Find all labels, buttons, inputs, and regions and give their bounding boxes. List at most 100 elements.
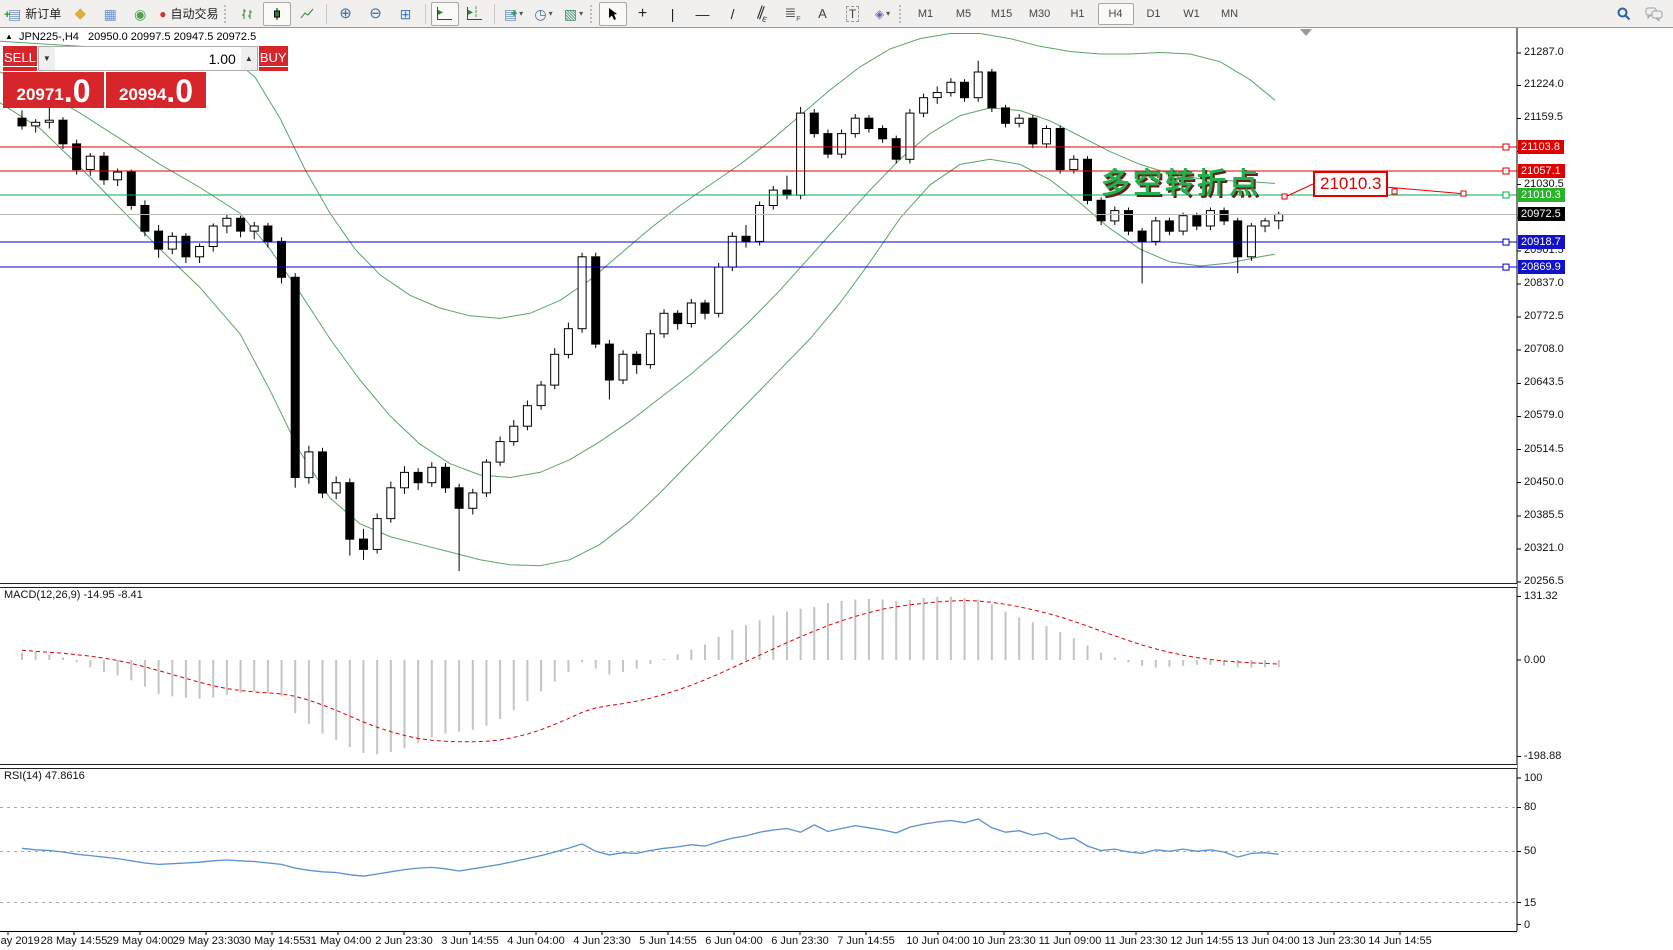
chart-shift-icon: ▸┆ bbox=[467, 7, 483, 20]
rsi-tick: 0 bbox=[1524, 919, 1531, 931]
timeframe-m30-button[interactable]: M30 bbox=[1028, 7, 1051, 20]
chart-shift-button[interactable]: ▸┆ bbox=[461, 2, 489, 26]
time-tick: 10 Jun 04:00 bbox=[906, 935, 970, 947]
time-tick: 12 Jun 14:55 bbox=[1170, 935, 1234, 947]
label-tool-icon: T bbox=[845, 5, 860, 22]
time-tick: 2 Jun 23:30 bbox=[375, 935, 433, 947]
cursor-icon bbox=[608, 7, 617, 20]
new-order-icon: ▤ + bbox=[4, 5, 22, 22]
price-tick: 20579.0 bbox=[1524, 409, 1564, 421]
new-order-label: 新订单 bbox=[25, 7, 62, 21]
price-macd-separator[interactable] bbox=[0, 583, 1517, 588]
annotation-text[interactable]: 多空转折点 bbox=[1101, 168, 1262, 200]
horizontal-line-tool-button[interactable]: — bbox=[689, 2, 717, 26]
diamond-icon: ◆ bbox=[74, 5, 87, 22]
bar-chart-button[interactable] bbox=[233, 2, 261, 26]
timeframe-h4-button[interactable]: H4 bbox=[1097, 2, 1134, 25]
timeframe-h1-button[interactable]: H1 bbox=[1070, 7, 1085, 20]
time-tick: 5 Jun 14:55 bbox=[639, 935, 697, 947]
symbol-info: ▲ JPN225-,H4 20950.0 20997.5 20947.5 209… bbox=[5, 31, 256, 43]
price-level-label: 21057.1 bbox=[1518, 164, 1565, 178]
price-level-label: 20869.9 bbox=[1518, 260, 1565, 274]
price-tick: 20708.0 bbox=[1524, 343, 1564, 355]
buy-price-display[interactable]: 20994 .0 bbox=[106, 72, 206, 108]
timeframe-d1-button[interactable]: D1 bbox=[1146, 7, 1161, 20]
zoom-out-button[interactable]: ⊖ bbox=[362, 2, 390, 26]
channel-tool-button[interactable]: ∥E bbox=[749, 2, 777, 26]
macd-tick: 0.00 bbox=[1524, 654, 1546, 666]
price-tick: 21224.0 bbox=[1524, 78, 1564, 90]
time-tick: 13 Jun 04:00 bbox=[1236, 935, 1300, 947]
timeframe-m1-button[interactable]: M1 bbox=[917, 7, 934, 20]
rsi-tick: 100 bbox=[1524, 772, 1543, 784]
timeframe-m15-button[interactable]: M15 bbox=[990, 7, 1013, 20]
price-tick: 20837.0 bbox=[1524, 277, 1564, 289]
sell-price-display[interactable]: 20971 .0 bbox=[3, 72, 104, 108]
fibonacci-tool-button[interactable]: ≣F bbox=[779, 2, 807, 26]
time-tick: 10 Jun 23:30 bbox=[972, 935, 1036, 947]
vertical-line-icon: | bbox=[670, 5, 675, 22]
zoom-in-icon: ⊕ bbox=[339, 5, 352, 22]
search-button[interactable] bbox=[1610, 2, 1638, 26]
new-chart-dropdown[interactable]: ▤ + ▾ bbox=[500, 2, 528, 26]
volume-up-button[interactable]: ▲ bbox=[240, 47, 257, 70]
new-order-button[interactable]: ▤ + 新订单 bbox=[4, 2, 64, 26]
search-icon bbox=[1617, 7, 1631, 20]
collapse-marker-icon[interactable]: ▲ bbox=[5, 32, 13, 41]
chevron-up-icon: ▲ bbox=[244, 54, 253, 63]
price-tick: 20772.5 bbox=[1524, 310, 1564, 322]
vertical-line-tool-button[interactable]: | bbox=[659, 2, 687, 26]
price-tick: 21030.5 bbox=[1524, 178, 1564, 190]
auto-scroll-icon: ▸ bbox=[437, 7, 453, 20]
text-tool-icon: A bbox=[818, 6, 827, 21]
tile-windows-icon: ⊞ bbox=[399, 5, 412, 22]
crosshair-icon: + bbox=[637, 4, 648, 22]
tile-windows-button[interactable]: ⊞ bbox=[392, 2, 420, 26]
buy-price-decimal: .0 bbox=[166, 73, 193, 109]
buy-price-main: 20994 bbox=[119, 84, 167, 104]
profiles-dropdown[interactable]: ◷ ▾ bbox=[530, 2, 558, 26]
market-watch-button[interactable]: ◆ bbox=[66, 2, 94, 26]
time-tick: 3 Jun 14:55 bbox=[441, 935, 499, 947]
shapes-dropdown[interactable]: ◈ ▾ bbox=[869, 2, 897, 26]
time-tick: 4 Jun 04:00 bbox=[507, 935, 565, 947]
timeframe-w1-button[interactable]: W1 bbox=[1183, 7, 1200, 20]
toolbar-grip bbox=[589, 4, 595, 23]
indicators-icon: ▧ bbox=[563, 5, 578, 22]
crosshair-tool-button[interactable]: + bbox=[629, 2, 657, 26]
line-chart-icon bbox=[300, 8, 313, 18]
candlestick-chart-button[interactable] bbox=[262, 1, 291, 26]
annotation-price-tag[interactable]: 21010.3 bbox=[1313, 171, 1389, 197]
auto-scroll-button[interactable]: ▸ bbox=[430, 1, 459, 26]
chevron-down-icon: ▼ bbox=[42, 54, 51, 63]
indicators-dropdown[interactable]: ▧ ▾ bbox=[560, 2, 588, 26]
signals-button[interactable]: ◉ bbox=[126, 2, 154, 26]
timeframe-m5-button[interactable]: M5 bbox=[955, 7, 972, 20]
volume-stepper: ▼ ▲ bbox=[37, 46, 258, 71]
buy-button[interactable]: BUY bbox=[258, 46, 288, 71]
label-tool-button[interactable]: T bbox=[839, 2, 867, 26]
sell-button[interactable]: SELL bbox=[3, 46, 37, 71]
macd-tick: -198.88 bbox=[1524, 750, 1562, 762]
toolbar-grip bbox=[898, 4, 904, 23]
line-chart-button[interactable] bbox=[293, 2, 321, 26]
zoom-in-button[interactable]: ⊕ bbox=[332, 2, 360, 26]
chat-icon bbox=[1645, 7, 1663, 21]
volume-down-button[interactable]: ▼ bbox=[38, 47, 55, 70]
toolbar-grip bbox=[223, 4, 229, 23]
chat-button[interactable] bbox=[1640, 2, 1668, 26]
time-tick: 27 May 2019 bbox=[0, 935, 40, 947]
auto-trading-button[interactable]: ● 自动交易 bbox=[156, 2, 221, 26]
trendline-tool-button[interactable]: / bbox=[719, 2, 747, 26]
timeframe-mn-button[interactable]: MN bbox=[1220, 7, 1239, 20]
chart-window-button[interactable]: ▦ bbox=[96, 2, 124, 26]
time-tick: 30 May 14:55 bbox=[238, 935, 306, 947]
cursor-tool-button[interactable] bbox=[598, 1, 627, 26]
time-axis-line bbox=[0, 931, 1517, 932]
volume-input[interactable] bbox=[54, 47, 241, 70]
time-tick: 11 Jun 23:30 bbox=[1104, 935, 1168, 947]
auto-trading-label: 自动交易 bbox=[170, 7, 219, 21]
text-tool-button[interactable]: A bbox=[809, 2, 837, 26]
macd-rsi-separator[interactable] bbox=[0, 764, 1517, 769]
